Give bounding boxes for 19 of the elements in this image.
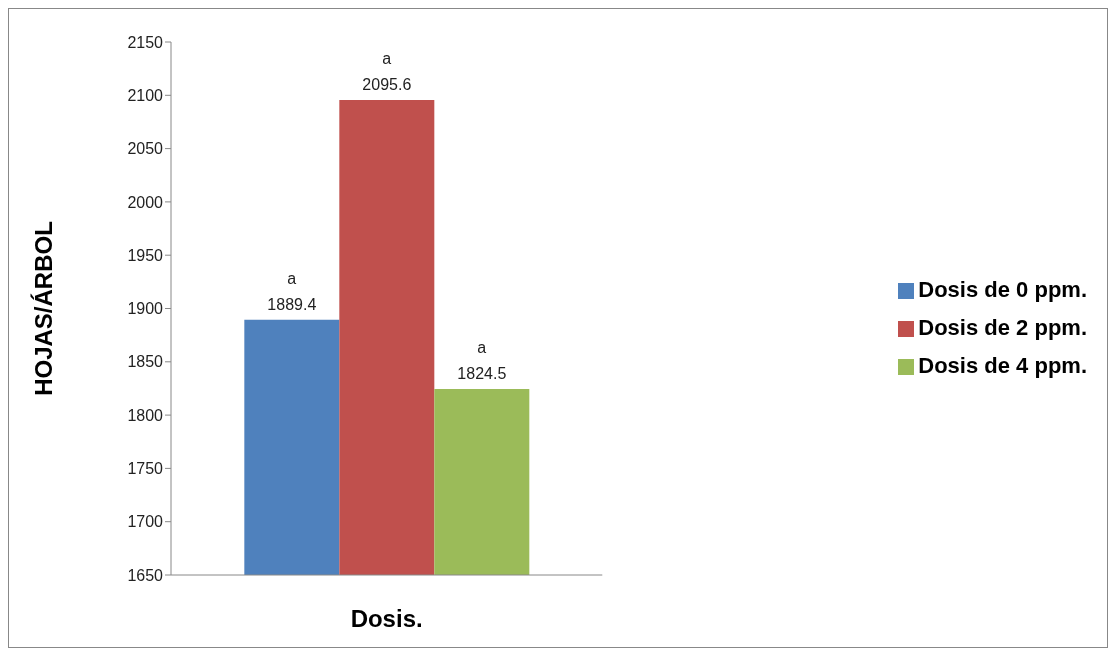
data-label: a 1889.4 [267, 269, 317, 313]
legend-label: Dosis de 0 ppm. [918, 277, 1087, 302]
y-tick-label: 2000 [127, 193, 164, 211]
data-label: a 2095.6 [362, 49, 412, 93]
y-tick-label: 1950 [127, 246, 164, 264]
legend-label: Dosis de 4 ppm. [918, 353, 1087, 378]
y-tick-label: 2100 [127, 86, 164, 104]
data-label: a 1824.5 [457, 338, 507, 382]
y-tick-label: 1650 [127, 566, 164, 584]
legend-label: Dosis de 2 ppm. [918, 315, 1087, 340]
y-tick-label: 2150 [127, 33, 164, 51]
y-tick-label: 1700 [127, 513, 164, 531]
y-tick-label: 1750 [127, 460, 164, 478]
y-tick-label: 1850 [127, 353, 164, 371]
y-axis-title: HOJAS/ÁRBOL [29, 221, 57, 396]
x-axis-title: Dosis. [350, 605, 423, 632]
y-tick-label: 2050 [127, 140, 164, 158]
y-tick-label: 1800 [127, 406, 164, 424]
y-tick-label: 1900 [127, 300, 164, 318]
